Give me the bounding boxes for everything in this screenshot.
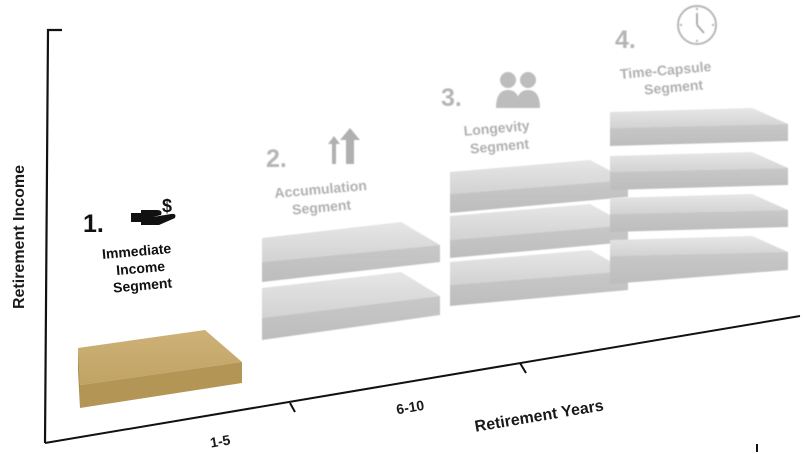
hand-dollar-icon: $ <box>131 196 176 225</box>
segment-longevity: 3. Longevity Segment <box>441 72 628 306</box>
segment-accumulation: 2. Accumulation Segment <box>262 128 440 340</box>
slab-2-2 <box>262 272 440 340</box>
segment-2-number: 2. <box>266 145 287 173</box>
segment-4-number: 4. <box>615 26 636 54</box>
segment-immediate-income: 1. $ Immediate Income Segment <box>78 196 242 408</box>
segment-1-name-line-3: Segment <box>112 274 173 295</box>
slab-3-1 <box>450 160 628 213</box>
segment-4-name-line-1: Time-Capsule <box>619 58 712 82</box>
y-axis-line <box>43 28 62 444</box>
slab-4-1 <box>610 108 788 146</box>
axes <box>43 28 801 452</box>
segment-3-name-line-1: Longevity <box>463 117 530 139</box>
slab-2-1 <box>262 222 440 282</box>
growth-arrows-icon <box>328 128 360 164</box>
slab-3-3 <box>450 250 628 306</box>
slab-4-4 <box>610 236 788 284</box>
elderly-couple-icon <box>496 72 540 108</box>
slab-3-2 <box>450 204 628 258</box>
y-axis-label: Retirement Income <box>11 165 28 309</box>
clock-icon <box>677 5 717 45</box>
slab-4-3 <box>610 194 788 232</box>
x-tick-label-1: 1-5 <box>209 431 232 450</box>
segment-2-name-line-2: Segment <box>291 196 352 217</box>
segment-3-number: 3. <box>441 84 462 112</box>
segment-4-name-line-2: Segment <box>643 76 704 97</box>
segment-1-name-line-2: Income <box>115 258 165 278</box>
x-tick-label-2: 6-10 <box>395 397 425 417</box>
segment-1-name-line-1: Immediate <box>101 240 172 262</box>
svg-text:$: $ <box>162 196 172 216</box>
slab-1-1 <box>78 330 242 408</box>
segment-1-number: 1. <box>83 210 104 238</box>
x-axis-tick-2 <box>519 362 527 374</box>
segment-time-capsule: 4. Time-Capsule Segment <box>610 5 788 284</box>
x-axis-line <box>44 315 801 444</box>
x-axis-tick-1 <box>289 402 296 413</box>
x-axis-label: Retirement Years <box>474 397 606 435</box>
segment-2-name-line-1: Accumulation <box>274 177 368 201</box>
slab-4-2 <box>610 152 788 190</box>
segment-3-name-line-2: Segment <box>469 135 530 156</box>
